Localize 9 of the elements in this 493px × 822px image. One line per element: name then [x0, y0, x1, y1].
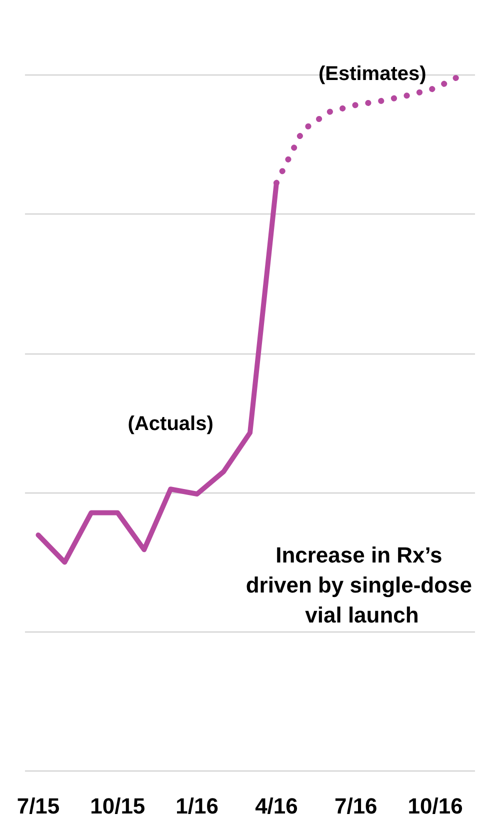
series-label: (Actuals) [128, 413, 214, 436]
x-tick-label: 4/16 [255, 794, 298, 818]
x-tick-label: 7/16 [334, 794, 378, 818]
x-tick-label: 10/15 [90, 794, 146, 818]
x-tick-label: 7/15 [16, 794, 60, 818]
x-tick-label: 1/16 [176, 794, 218, 818]
series-label: (Estimates) [318, 62, 426, 85]
annotation: Increase in Rx’s driven by single-dose vial launch [246, 542, 478, 628]
x-tick-label: 10/16 [408, 794, 463, 818]
